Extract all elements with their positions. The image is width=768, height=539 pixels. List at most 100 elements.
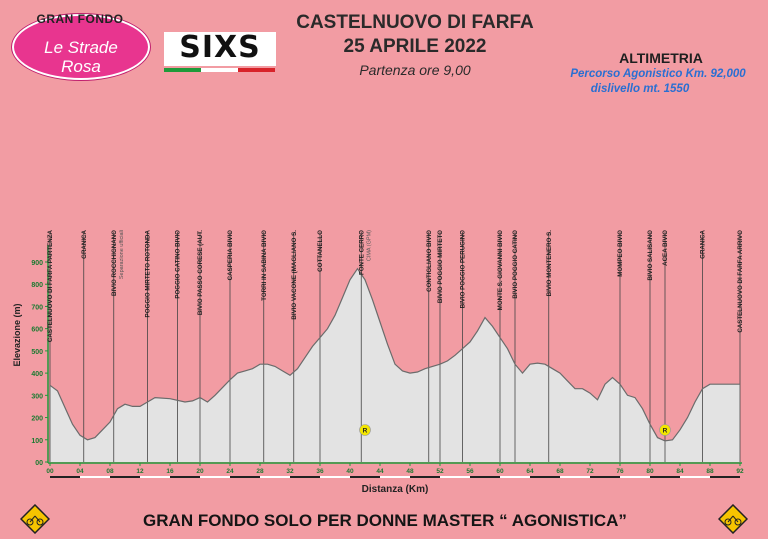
waypoint-label: POGGIO CATINO BIVIO xyxy=(175,230,182,299)
x-tick-label: 48 xyxy=(406,468,414,475)
x-tick-label: 76 xyxy=(616,468,624,475)
waypoint-label: POGGIO MIRTETO ROTONDA xyxy=(145,229,152,317)
elevation-line xyxy=(49,267,740,442)
y-tick-label: 100 xyxy=(31,438,43,445)
km-scale-segment xyxy=(80,476,110,478)
km-scale-segment xyxy=(320,476,350,478)
altimetria-title: ALTIMETRIA xyxy=(619,50,703,66)
x-tick-label: 12 xyxy=(136,468,144,475)
x-tick-label: 08 xyxy=(106,468,114,475)
km-scale-segment xyxy=(200,476,230,478)
x-tick-label: 80 xyxy=(646,468,654,475)
x-tick-label: 56 xyxy=(466,468,474,475)
km-scale-segment xyxy=(50,476,80,478)
waypoint-label: MOMPEO BIVIO xyxy=(617,230,624,277)
y-tick-label: 400 xyxy=(31,371,43,378)
x-tick-label: 32 xyxy=(286,468,294,475)
km-scale-segment xyxy=(590,476,620,478)
km-scale-segment xyxy=(230,476,260,478)
logo-line-2: Rosa xyxy=(61,57,101,76)
event-date: 25 APRILE 2022 xyxy=(343,36,487,57)
x-tick-label: 88 xyxy=(706,468,714,475)
waypoint-label: GRANICA xyxy=(81,229,88,258)
event-logo xyxy=(12,14,150,80)
event-title: CASTELNUOVO DI FARFA xyxy=(296,12,534,33)
km-scale-segment xyxy=(170,476,200,478)
refreshment-label: R xyxy=(363,428,368,435)
warning-sign-left-icon xyxy=(19,503,51,535)
refreshment-marker xyxy=(659,424,671,436)
sponsor-logo: SIXS xyxy=(179,30,261,65)
waypoint-label: BIVIO PASSO CORESE (AUT. xyxy=(197,230,204,315)
km-scale-segment xyxy=(620,476,650,478)
refreshment-label: R xyxy=(663,428,668,435)
logo-top-text: GRAN FONDO xyxy=(36,12,124,26)
km-scale-segment xyxy=(110,476,140,478)
logo-line-1: Le Strade xyxy=(44,38,118,57)
y-axis-title: Elevazione (m) xyxy=(12,303,22,366)
x-tick-label: 68 xyxy=(556,468,564,475)
y-tick-label: 700 xyxy=(31,304,43,311)
y-tick-label: 500 xyxy=(31,349,43,356)
waypoint-label: ACEA BIVIO xyxy=(662,230,669,266)
flag-white-stripe xyxy=(201,68,238,72)
waypoint-label: CASTELNUOVO DI FARFA ARRIVO xyxy=(737,230,744,333)
waypoint-label: GRANICA xyxy=(700,229,707,258)
waypoint-label: BIVIO POGGIO PERUGINO xyxy=(460,230,467,309)
waypoint-sublabel: Separazione ufficiali xyxy=(119,230,125,279)
km-scale-segment xyxy=(290,476,320,478)
x-tick-label: 04 xyxy=(76,468,84,475)
route-distance: Percorso Agonistico Km. 92,000 xyxy=(570,68,746,80)
x-tick-label: 20 xyxy=(196,468,204,475)
waypoint-label: BIVIO SALISANO xyxy=(647,230,654,281)
waypoint-label: BIVIO POGGIO MIRTETO xyxy=(437,230,444,303)
elevation-gain: dislivello mt. 1550 xyxy=(590,83,690,95)
waypoint-label: BIVIO POGGIO CATINO xyxy=(512,230,519,299)
waypoint-label: TORRI IN SABINA BIVIO xyxy=(261,230,268,301)
y-tick-label: 00 xyxy=(35,460,43,467)
km-scale-segment xyxy=(410,476,440,478)
start-time: Partenza ore 9,00 xyxy=(359,62,471,78)
km-scale-segment xyxy=(680,476,710,478)
x-tick-label: 72 xyxy=(586,468,594,475)
x-tick-label: 40 xyxy=(346,468,354,475)
waypoint-label: BIVIO ROCCHIGNANO xyxy=(111,230,118,296)
km-scale-segment xyxy=(650,476,680,478)
sponsor-logo-box xyxy=(164,32,276,66)
x-tick-label: 28 xyxy=(256,468,264,475)
km-scale-segment xyxy=(260,476,290,478)
y-tick-label: 900 xyxy=(31,260,43,267)
km-scale-segment xyxy=(500,476,530,478)
waypoint-label: FONTE CERRO xyxy=(358,230,365,275)
km-scale-segment xyxy=(530,476,560,478)
x-tick-label: 60 xyxy=(496,468,504,475)
km-scale-segment xyxy=(470,476,500,478)
footer-text: GRAN FONDO SOLO PER DONNE MASTER “ AGONI… xyxy=(143,511,627,530)
x-tick-label: 44 xyxy=(376,468,384,475)
y-tick-label: 300 xyxy=(31,393,43,400)
x-tick-label: 84 xyxy=(676,468,684,475)
y-tick-label: 200 xyxy=(31,416,43,423)
waypoint-sublabel: CIMA (GPM) xyxy=(366,230,372,261)
waypoint-label: CASTELNUOVO DI FARFA PARTENZA xyxy=(47,229,54,342)
x-tick-label: 36 xyxy=(316,468,324,475)
x-tick-label: 92 xyxy=(736,468,744,475)
waypoint-label: MONTE S. GIOVANNI BIVIO xyxy=(497,230,504,311)
waypoint-label: BIVIO MONTENERO S. xyxy=(546,230,553,297)
logo-name: Le Strade Rosa xyxy=(12,38,150,76)
elevation-area xyxy=(50,268,740,462)
km-scale-segment xyxy=(560,476,590,478)
y-tick-label: 800 xyxy=(31,282,43,289)
km-scale-segment xyxy=(380,476,410,478)
km-scale-segment xyxy=(710,476,740,478)
waypoint-label: COTTANELLO xyxy=(317,230,324,272)
km-scale-segment xyxy=(440,476,470,478)
waypoint-label: CONTIGLIANO BIVIO xyxy=(426,230,433,292)
waypoint-label: CASPERIA BIVIO xyxy=(227,230,234,280)
x-tick-label: 24 xyxy=(226,468,234,475)
x-tick-label: 00 xyxy=(46,468,54,475)
x-tick-label: 64 xyxy=(526,468,534,475)
x-axis-title: Distanza (Km) xyxy=(362,484,429,495)
km-scale-segment xyxy=(350,476,380,478)
